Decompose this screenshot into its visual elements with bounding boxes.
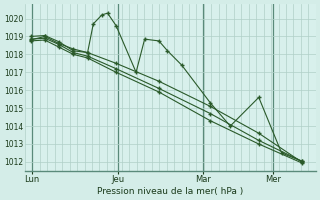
- X-axis label: Pression niveau de la mer( hPa ): Pression niveau de la mer( hPa ): [97, 187, 244, 196]
